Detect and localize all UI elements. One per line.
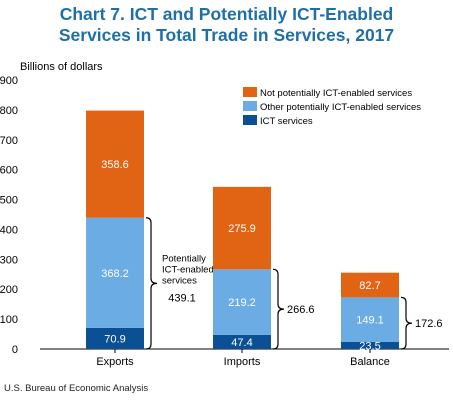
brace <box>272 268 285 350</box>
bar-value-label: 82.7 <box>359 280 380 292</box>
x-category-label: Imports <box>224 356 261 368</box>
bar-segment <box>213 186 271 270</box>
bar-value-label: 70.9 <box>104 333 125 345</box>
x-category-label: Balance <box>350 356 390 368</box>
bar-value-label: 275.9 <box>228 223 256 235</box>
bar-segment <box>213 334 271 349</box>
legend-swatch <box>243 115 257 125</box>
y-tick-label: 800 <box>0 105 18 117</box>
legend-label: Other potentially ICT-enabled services <box>260 102 421 113</box>
legend-swatch <box>243 87 257 97</box>
brace-caption: services <box>162 275 197 286</box>
bar-value-label: 219.2 <box>228 297 256 309</box>
bar-segment <box>86 327 144 349</box>
legend-label: Not potentially ICT-enabled services <box>260 88 412 99</box>
bar-segment <box>341 341 399 349</box>
chart-title-line-2: Services in Total Trade in Services, 201… <box>58 25 395 45</box>
bar-value-label: 368.2 <box>101 268 129 280</box>
brace <box>145 217 158 350</box>
bar-value-label: 47.4 <box>231 337 252 349</box>
y-axis-label: Billions of dollars <box>20 61 103 73</box>
y-tick-label: 500 <box>0 195 18 207</box>
x-category-label: Exports <box>96 356 134 368</box>
y-tick-label: 700 <box>0 135 18 147</box>
bar-segment <box>341 272 399 298</box>
legend-label: ICT services <box>260 116 313 127</box>
y-tick-label: 400 <box>0 224 18 236</box>
brace-total: 266.6 <box>287 304 315 316</box>
y-tick-label: 300 <box>0 254 18 266</box>
brace-total: 172.6 <box>415 318 443 330</box>
bar-segment <box>213 269 271 335</box>
y-tick-label: 600 <box>0 165 18 177</box>
brace-caption: ICT-enabled <box>162 264 214 275</box>
bar-segment <box>86 217 144 328</box>
bar-segment <box>341 297 399 342</box>
bar-value-label: 358.6 <box>101 159 129 171</box>
brace <box>400 296 413 350</box>
bar-value-label: 149.1 <box>356 315 384 327</box>
brace-caption: Potentially <box>162 253 206 264</box>
y-tick-label: 100 <box>0 314 18 326</box>
y-tick-label: 0 <box>12 344 18 356</box>
bar-segment <box>86 110 144 218</box>
y-tick-label: 200 <box>0 284 18 296</box>
y-tick-label: 900 <box>0 75 18 87</box>
chart-title: Chart 7. ICT and Potentially ICT-Enabled… <box>0 4 453 46</box>
source-note: U.S. Bureau of Economic Analysis <box>4 383 149 394</box>
brace-total: 439.1 <box>168 292 196 304</box>
bar-value-label: 23.5 <box>359 340 380 352</box>
chart-title-line-1: Chart 7. ICT and Potentially ICT-Enabled <box>59 4 394 24</box>
legend-swatch <box>243 101 257 111</box>
